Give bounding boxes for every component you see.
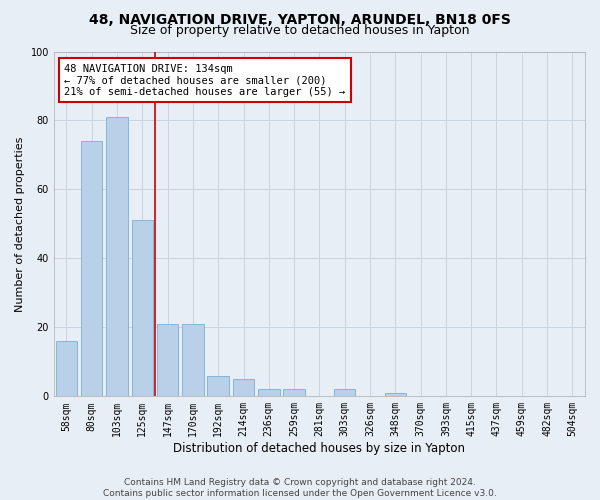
Bar xyxy=(334,390,355,396)
Bar xyxy=(233,379,254,396)
Text: 48, NAVIGATION DRIVE, YAPTON, ARUNDEL, BN18 0FS: 48, NAVIGATION DRIVE, YAPTON, ARUNDEL, B… xyxy=(89,12,511,26)
Bar xyxy=(182,324,203,396)
Text: 48 NAVIGATION DRIVE: 134sqm
← 77% of detached houses are smaller (200)
21% of se: 48 NAVIGATION DRIVE: 134sqm ← 77% of det… xyxy=(64,64,346,97)
Bar xyxy=(106,117,128,396)
Bar xyxy=(131,220,153,396)
Bar xyxy=(385,393,406,396)
Text: Size of property relative to detached houses in Yapton: Size of property relative to detached ho… xyxy=(130,24,470,37)
Bar xyxy=(208,376,229,396)
Bar xyxy=(258,390,280,396)
Bar xyxy=(81,141,103,397)
Y-axis label: Number of detached properties: Number of detached properties xyxy=(15,136,25,312)
Bar xyxy=(283,390,305,396)
Bar xyxy=(56,341,77,396)
Text: Contains HM Land Registry data © Crown copyright and database right 2024.
Contai: Contains HM Land Registry data © Crown c… xyxy=(103,478,497,498)
Bar xyxy=(157,324,178,396)
X-axis label: Distribution of detached houses by size in Yapton: Distribution of detached houses by size … xyxy=(173,442,466,455)
